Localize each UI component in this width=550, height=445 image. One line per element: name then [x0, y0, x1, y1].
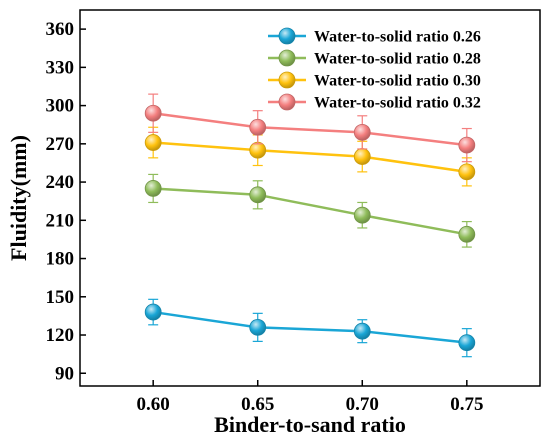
- y-tick-label: 300: [46, 96, 75, 117]
- series-line: [153, 112, 467, 147]
- y-tick-label: 180: [46, 249, 75, 270]
- series-0: [144, 298, 476, 358]
- x-tick-label: 0.75: [450, 394, 483, 415]
- legend-marker: [278, 27, 296, 45]
- data-point: [458, 136, 476, 154]
- y-axis: 90 120 150 180 210 240 270 300 330 360: [46, 19, 86, 384]
- y-tick-label: 240: [46, 172, 75, 193]
- data-point: [353, 123, 371, 141]
- data-point: [458, 225, 476, 243]
- x-tick-label: 0.60: [137, 394, 170, 415]
- legend: Water-to-solid ratio 0.26 Water-to-solid …: [268, 27, 481, 112]
- x-tick-label: 0.70: [346, 394, 379, 415]
- data-point: [458, 334, 476, 352]
- legend-marker: [278, 49, 296, 67]
- data-point: [353, 206, 371, 224]
- x-axis: 0.60 0.65 0.70 0.75: [137, 380, 483, 415]
- y-tick-label: 150: [46, 287, 75, 308]
- data-point: [144, 180, 162, 197]
- series-line: [153, 141, 467, 174]
- series-1: [144, 173, 476, 248]
- data-point: [353, 322, 371, 340]
- legend-item: Water-to-solid ratio 0.28: [268, 49, 481, 68]
- x-axis-title: Binder-to-sand ratio: [214, 412, 406, 437]
- legend-item: Water-to-solid ratio 0.32: [268, 93, 481, 112]
- data-point: [144, 104, 162, 122]
- legend-label: Water-to-solid ratio 0.32: [314, 95, 481, 112]
- data-point: [144, 303, 162, 321]
- y-tick-label: 90: [55, 363, 74, 384]
- legend-marker: [278, 93, 296, 111]
- data-point: [144, 134, 162, 151]
- legend-item: Water-to-solid ratio 0.30: [268, 71, 481, 90]
- data-point: [249, 118, 267, 136]
- legend-label: Water-to-solid ratio 0.26: [314, 29, 481, 46]
- y-axis-title: Fluidity(mm): [6, 135, 31, 261]
- data-point: [249, 318, 267, 336]
- legend-label: Water-to-solid ratio 0.28: [314, 51, 481, 68]
- data-point: [249, 186, 267, 204]
- series-3: [144, 93, 476, 163]
- series-line: [153, 187, 468, 236]
- legend-label: Water-to-solid ratio 0.30: [314, 73, 481, 90]
- legend-item: Water-to-solid ratio 0.26: [268, 27, 481, 46]
- plot-frame: [79, 9, 541, 387]
- y-tick-label: 120: [46, 325, 75, 346]
- data-point: [249, 141, 267, 159]
- legend-marker: [278, 71, 296, 89]
- series-line: [153, 310, 467, 344]
- series-2: [144, 126, 476, 187]
- data-point: [353, 148, 371, 165]
- y-tick-label: 360: [46, 19, 75, 40]
- x-tick-label: 0.65: [241, 394, 274, 415]
- series-layer: [144, 93, 476, 358]
- y-tick-label: 330: [46, 57, 75, 78]
- y-tick-label: 270: [46, 134, 75, 155]
- y-tick-label: 210: [46, 210, 75, 231]
- data-point: [458, 163, 476, 181]
